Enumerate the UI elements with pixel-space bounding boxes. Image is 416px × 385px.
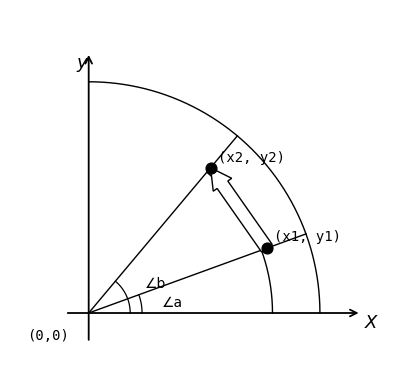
Point xyxy=(264,245,270,251)
Text: (0,0): (0,0) xyxy=(27,329,69,343)
Point xyxy=(207,165,214,171)
Polygon shape xyxy=(210,168,272,252)
Text: y: y xyxy=(76,54,87,72)
Text: X: X xyxy=(364,315,377,332)
Text: ∠b: ∠b xyxy=(145,277,166,291)
Text: (x1, y1): (x1, y1) xyxy=(274,230,341,244)
Text: ∠a: ∠a xyxy=(162,296,183,310)
Text: (x2, y2): (x2, y2) xyxy=(218,151,285,166)
